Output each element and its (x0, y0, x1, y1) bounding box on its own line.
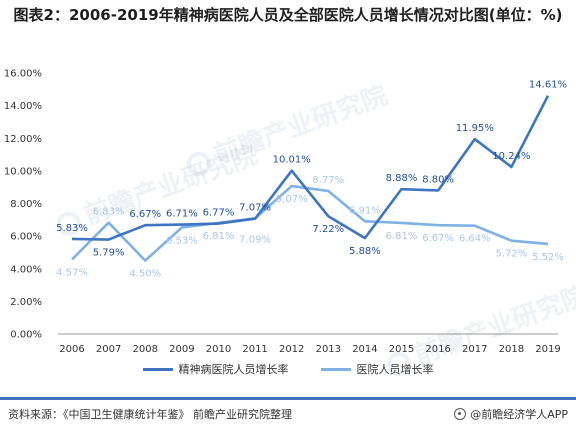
series-line-all (71, 184, 549, 262)
brand-text: @前瞻经济学人APP (470, 408, 568, 421)
data-label-psych: 11.95% (456, 123, 494, 134)
x-tick-label: 2015 (389, 344, 414, 355)
data-label-all: 5.52% (532, 252, 564, 263)
data-label-all: 6.81% (203, 231, 235, 242)
source-note: 资料来源：《中国卫生健康统计年鉴》 前瞻产业研究院整理 (8, 408, 292, 421)
data-label-all: 6.53% (166, 235, 198, 246)
data-label-psych: 6.77% (203, 208, 235, 219)
data-label-all: 5.72% (495, 249, 527, 260)
series-line-psych (71, 95, 550, 241)
y-tick-label: 2.00% (10, 297, 42, 308)
data-label-all: 7.09% (239, 234, 271, 245)
x-tick-label: 2019 (535, 344, 560, 355)
brand: @前瞻经济学人APP (454, 406, 568, 422)
x-tick-label: 2007 (96, 344, 121, 355)
x-tick-label: 2010 (206, 344, 231, 355)
legend-item-all: 医院人员增长率 (320, 361, 434, 377)
y-tick-label: 4.00% (10, 264, 42, 275)
chart-title: 图表2：2006-2019年精神病医院人员及全部医院人员增长情况对比图(单位：%… (13, 6, 563, 24)
data-label-all: 9.07% (276, 194, 308, 205)
data-label-psych: 5.83% (56, 223, 88, 234)
x-tick-label: 2009 (169, 344, 194, 355)
x-tick-label: 2011 (242, 344, 267, 355)
x-tick-label: 2016 (425, 344, 450, 355)
data-label-all: 6.64% (459, 234, 491, 245)
x-tick-label: 2006 (59, 344, 84, 355)
x-tick-label: 2014 (352, 344, 377, 355)
data-label-psych: 8.88% (386, 173, 418, 184)
data-label-all: 6.91% (349, 205, 381, 216)
legend-label-all: 医院人员增长率 (356, 363, 434, 376)
data-label-psych: 5.79% (93, 248, 125, 259)
footer: 资料来源：《中国卫生健康统计年鉴》 前瞻产业研究院整理 @前瞻经济学人APP (0, 401, 576, 427)
footer-divider (0, 397, 576, 400)
data-label-psych: 14.61% (529, 80, 567, 91)
data-label-all: 4.57% (56, 267, 88, 278)
data-label-psych: 5.88% (349, 246, 381, 257)
x-tick-label: 2008 (133, 344, 158, 355)
data-label-psych: 7.07% (239, 203, 271, 214)
chart-legend: 精神病医院人员增长率 医院人员增长率 (0, 360, 576, 378)
data-label-psych: 6.71% (166, 209, 198, 220)
line-chart: 0.00% 2.00% 4.00% 6.00% 8.00% 10.00% 12.00% 14.… (4, 69, 567, 356)
legend-label-psych: 精神病医院人员增长率 (178, 363, 289, 376)
data-label-all: 8.77% (312, 175, 344, 186)
y-tick-label: 0.00% (10, 330, 42, 341)
x-tick-label: 2013 (316, 344, 341, 355)
y-tick-label: 14.00% (4, 101, 42, 112)
data-label-all: 6.83% (93, 207, 125, 218)
data-label-psych: 7.22% (312, 224, 344, 235)
x-tick-label: 2017 (462, 344, 487, 355)
data-label-psych: 10.01% (273, 155, 311, 166)
brand-logo-icon (454, 408, 467, 420)
y-tick-label: 8.00% (10, 199, 42, 210)
y-tick-label: 6.00% (10, 232, 42, 243)
y-tick-label: 10.00% (4, 166, 42, 177)
y-tick-label: 16.00% (4, 69, 42, 80)
x-tick-label: 2012 (279, 344, 304, 355)
data-label-psych: 6.67% (129, 209, 161, 220)
data-label-all: 6.67% (422, 233, 454, 244)
data-label-psych: 8.80% (422, 174, 454, 185)
data-label-all: 4.50% (129, 269, 161, 280)
y-tick-label: 12.00% (4, 134, 42, 145)
legend-item-psych: 精神病医院人员增长率 (142, 361, 289, 377)
legend-swatch-psych (142, 367, 173, 371)
data-label-psych: 10.24% (492, 151, 530, 162)
legend-swatch-all (320, 367, 351, 371)
data-label-all: 6.81% (386, 231, 418, 242)
x-tick-label: 2018 (499, 344, 524, 355)
